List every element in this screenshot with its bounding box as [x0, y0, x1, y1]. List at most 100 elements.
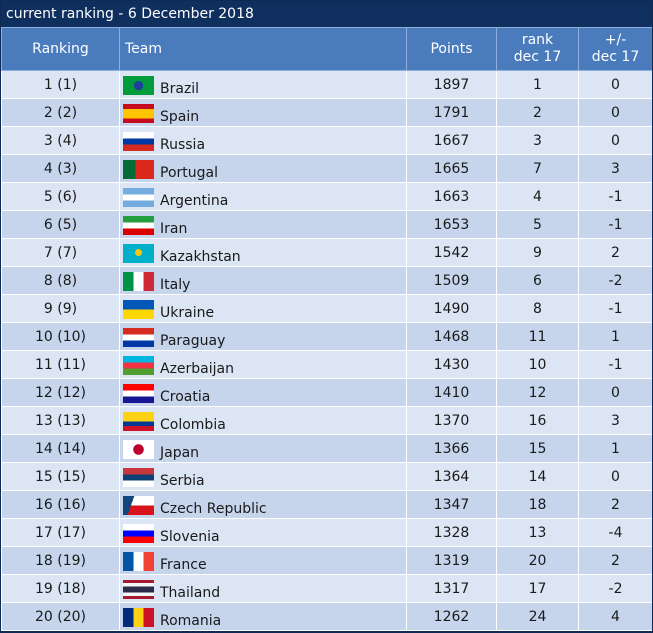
table-row: 7 (7) Kazakhstan 1542 9 2: [1, 238, 652, 267]
rank-dec-17-cell: 4: [496, 182, 579, 211]
points-cell: 1319: [406, 546, 497, 575]
team-cell: Portugal: [119, 154, 407, 183]
change-dec-17-cell: 1: [578, 322, 652, 351]
team-name: Italy: [160, 276, 191, 293]
rank-dec-17-cell: 11: [496, 322, 579, 351]
team-name: Colombia: [160, 416, 226, 433]
team-name: Iran: [160, 220, 188, 237]
team-name: Japan: [160, 444, 200, 461]
rank-dec-17-cell: 14: [496, 462, 579, 491]
points-cell: 1897: [406, 70, 497, 99]
ranking-cell: 18 (19): [1, 546, 120, 575]
team-name: Argentina: [160, 192, 229, 209]
change-dec-17-cell: 0: [578, 462, 652, 491]
rank-dec-17-cell: 1: [496, 70, 579, 99]
points-cell: 1490: [406, 294, 497, 323]
team-name: Russia: [160, 136, 206, 153]
rank-dec-17-cell: 8: [496, 294, 579, 323]
ranking-cell: 11 (11): [1, 350, 120, 379]
team-cell: Kazakhstan: [119, 238, 407, 267]
ranking-cell: 4 (3): [1, 154, 120, 183]
points-cell: 1370: [406, 406, 497, 435]
team-cell: France: [119, 546, 407, 575]
change-dec-17-cell: -1: [578, 294, 652, 323]
table-row: 13 (13) Colombia 1370 16 3: [1, 406, 652, 435]
flag-icon: [123, 132, 154, 151]
flag-icon: [123, 608, 154, 627]
change-dec-17-cell: -1: [578, 182, 652, 211]
change-dec-17-cell: -4: [578, 518, 652, 547]
rank-dec-17-cell: 5: [496, 210, 579, 239]
team-name: Slovenia: [160, 528, 220, 545]
ranking-cell: 14 (14): [1, 434, 120, 463]
column-header: Points: [406, 27, 497, 71]
header-row: Ranking Team Points rank dec 17 +/- dec 17: [1, 27, 652, 71]
change-dec-17-cell: 3: [578, 154, 652, 183]
rank-dec-17-cell: 3: [496, 126, 579, 155]
team-name: Croatia: [160, 388, 211, 405]
column-header: Ranking: [1, 27, 120, 71]
flag-icon: [123, 328, 154, 347]
table-row: 10 (10) Paraguay 1468 11 1: [1, 322, 652, 351]
points-cell: 1366: [406, 434, 497, 463]
team-name: Serbia: [160, 472, 205, 489]
table-row: 14 (14) Japan 1366 15 1: [1, 434, 652, 463]
flag-icon: [123, 496, 154, 515]
flag-icon: [123, 468, 154, 487]
team-cell: Japan: [119, 434, 407, 463]
flag-icon: [123, 104, 154, 123]
flag-icon: [123, 356, 154, 375]
points-cell: 1667: [406, 126, 497, 155]
rank-dec-17-cell: 2: [496, 98, 579, 127]
change-dec-17-cell: 0: [578, 70, 652, 99]
points-cell: 1262: [406, 602, 497, 631]
ranking-cell: 8 (8): [1, 266, 120, 295]
change-dec-17-cell: 4: [578, 602, 652, 631]
flag-icon: [123, 244, 154, 263]
points-cell: 1542: [406, 238, 497, 267]
ranking-cell: 1 (1): [1, 70, 120, 99]
change-dec-17-cell: 2: [578, 546, 652, 575]
rank-dec-17-cell: 7: [496, 154, 579, 183]
team-cell: Argentina: [119, 182, 407, 211]
table-row: 6 (5) Iran 1653 5 -1: [1, 210, 652, 239]
change-dec-17-cell: 1: [578, 434, 652, 463]
table-row: 20 (20) Romania 1262 24 4: [1, 602, 652, 631]
points-cell: 1665: [406, 154, 497, 183]
table-body: 1 (1) Brazil 1897 1 0 2 (2) Spain 1791 2 0 3 (4) Ru…: [1, 70, 652, 631]
team-cell: Spain: [119, 98, 407, 127]
change-dec-17-cell: 0: [578, 378, 652, 407]
team-cell: Azerbaijan: [119, 350, 407, 379]
table-row: 12 (12) Croatia 1410 12 0: [1, 378, 652, 407]
points-cell: 1791: [406, 98, 497, 127]
flag-icon: [123, 188, 154, 207]
change-dec-17-cell: -2: [578, 266, 652, 295]
flag-icon: [123, 272, 154, 291]
change-dec-17-cell: 2: [578, 238, 652, 267]
flag-icon: [123, 384, 154, 403]
change-dec-17-cell: 0: [578, 126, 652, 155]
table-row: 17 (17) Slovenia 1328 13 -4: [1, 518, 652, 547]
team-name: Thailand: [160, 584, 221, 601]
flag-icon: [123, 524, 154, 543]
points-cell: 1653: [406, 210, 497, 239]
flag-icon: [123, 216, 154, 235]
points-cell: 1430: [406, 350, 497, 379]
team-cell: Slovenia: [119, 518, 407, 547]
rank-dec-17-cell: 13: [496, 518, 579, 547]
team-name: Czech Republic: [160, 500, 267, 517]
rank-dec-17-cell: 12: [496, 378, 579, 407]
change-dec-17-cell: 2: [578, 490, 652, 519]
table-row: 9 (9) Ukraine 1490 8 -1: [1, 294, 652, 323]
table-row: 15 (15) Serbia 1364 14 0: [1, 462, 652, 491]
ranking-cell: 5 (6): [1, 182, 120, 211]
rank-dec-17-cell: 9: [496, 238, 579, 267]
points-cell: 1468: [406, 322, 497, 351]
ranking-table: Ranking Team Points rank dec 17 +/- dec 17 1…: [1, 27, 652, 631]
team-cell: Thailand: [119, 574, 407, 603]
rank-dec-17-cell: 15: [496, 434, 579, 463]
ranking-cell: 12 (12): [1, 378, 120, 407]
flag-icon: [123, 76, 154, 95]
rank-dec-17-cell: 18: [496, 490, 579, 519]
